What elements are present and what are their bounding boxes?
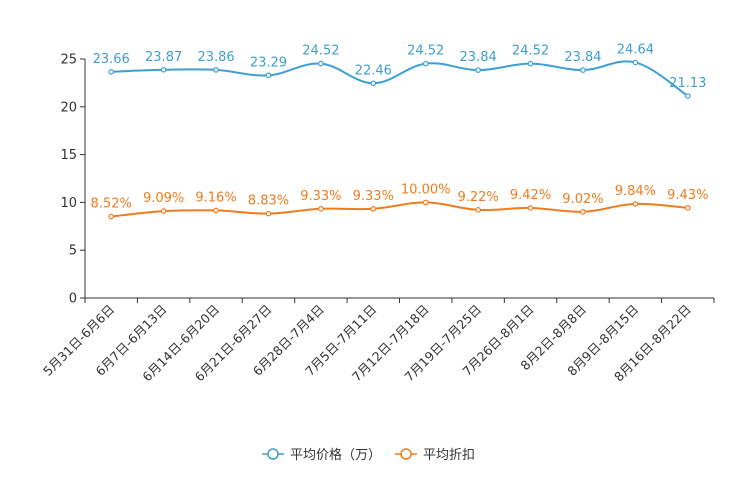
data-label: 23.29 bbox=[250, 55, 287, 70]
data-point[interactable] bbox=[422, 60, 429, 67]
data-label: 9.02% bbox=[562, 192, 603, 207]
data-label: 24.52 bbox=[407, 44, 444, 59]
data-label: 8.83% bbox=[248, 194, 289, 209]
y-tick-label: 15 bbox=[60, 148, 77, 163]
data-point[interactable] bbox=[475, 207, 481, 213]
data-label: 9.22% bbox=[457, 190, 498, 205]
data-point[interactable] bbox=[580, 67, 586, 73]
data-point[interactable] bbox=[527, 205, 534, 211]
data-point[interactable] bbox=[213, 207, 219, 214]
data-point[interactable] bbox=[213, 67, 219, 73]
legend-label: 平均价格（万） bbox=[290, 447, 381, 463]
legend-marker-icon bbox=[400, 448, 412, 460]
y-tick-label: 5 bbox=[69, 244, 77, 259]
data-label: 23.87 bbox=[145, 50, 182, 65]
data-label: 23.84 bbox=[564, 50, 601, 65]
data-point[interactable] bbox=[318, 60, 324, 67]
y-tick-label: 20 bbox=[60, 100, 77, 115]
data-label: 24.52 bbox=[512, 44, 549, 59]
data-point[interactable] bbox=[370, 80, 377, 87]
data-label: 9.16% bbox=[195, 190, 236, 205]
data-label: 9.42% bbox=[510, 188, 551, 203]
data-point[interactable] bbox=[632, 59, 639, 66]
data-point[interactable] bbox=[265, 210, 272, 217]
y-tick-label: 25 bbox=[60, 53, 77, 68]
legend-item-1[interactable]: 平均价格（万） bbox=[262, 447, 381, 463]
data-label: 9.84% bbox=[615, 184, 656, 199]
data-label: 23.84 bbox=[460, 50, 497, 65]
series-2: 8.52% 9.09% 9.16% 8.83% 9.33% 9.33% 10.00% 9.22… bbox=[91, 182, 708, 220]
data-point[interactable] bbox=[632, 201, 639, 207]
data-point[interactable] bbox=[265, 72, 272, 79]
y-tick-label: 10 bbox=[60, 196, 77, 211]
data-point[interactable] bbox=[370, 206, 377, 212]
data-point[interactable] bbox=[684, 93, 691, 99]
data-label: 23.66 bbox=[93, 52, 130, 67]
data-label: 24.52 bbox=[302, 44, 339, 59]
data-point[interactable] bbox=[684, 205, 691, 211]
data-label: 23.86 bbox=[197, 50, 234, 65]
data-label: 9.33% bbox=[300, 189, 341, 204]
legend-item-2[interactable]: 平均折扣 bbox=[395, 448, 475, 463]
legend[interactable]: 平均价格（万） 平均折扣 bbox=[262, 447, 475, 463]
x-axis: 5月31日-6月6日6月7日-6月13日6月14日-6月20日6月21日-6月2… bbox=[40, 297, 715, 384]
y-axis: 0 5 10 15 20 25 bbox=[60, 53, 86, 307]
data-label: 9.43% bbox=[667, 188, 708, 203]
data-point[interactable] bbox=[475, 67, 481, 73]
series-1: 23.66 23.87 23.86 23.29 24.52 22.46 24.52 23.84… bbox=[93, 42, 706, 99]
data-point[interactable] bbox=[580, 208, 586, 215]
data-label: 24.64 bbox=[617, 42, 654, 57]
data-point[interactable] bbox=[527, 60, 534, 67]
data-label: 9.33% bbox=[353, 189, 394, 204]
series-line bbox=[111, 60, 689, 97]
data-label: 22.46 bbox=[355, 63, 392, 78]
data-label: 21.13 bbox=[669, 76, 706, 91]
data-label: 9.09% bbox=[143, 191, 184, 206]
data-label: 10.00% bbox=[401, 182, 451, 197]
series-line bbox=[111, 201, 688, 218]
y-tick-label: 0 bbox=[69, 292, 77, 307]
data-point[interactable] bbox=[318, 206, 324, 212]
plot-area: 23.66 23.87 23.86 23.29 24.52 22.46 24.52 23.84… bbox=[91, 42, 708, 220]
data-point[interactable] bbox=[160, 208, 167, 214]
legend-label: 平均折扣 bbox=[423, 448, 475, 463]
data-point[interactable] bbox=[108, 213, 115, 220]
data-point[interactable] bbox=[160, 67, 167, 73]
legend-marker-icon bbox=[267, 448, 279, 460]
data-point[interactable] bbox=[422, 199, 429, 206]
data-label: 8.52% bbox=[91, 197, 132, 212]
data-point[interactable] bbox=[108, 69, 115, 75]
